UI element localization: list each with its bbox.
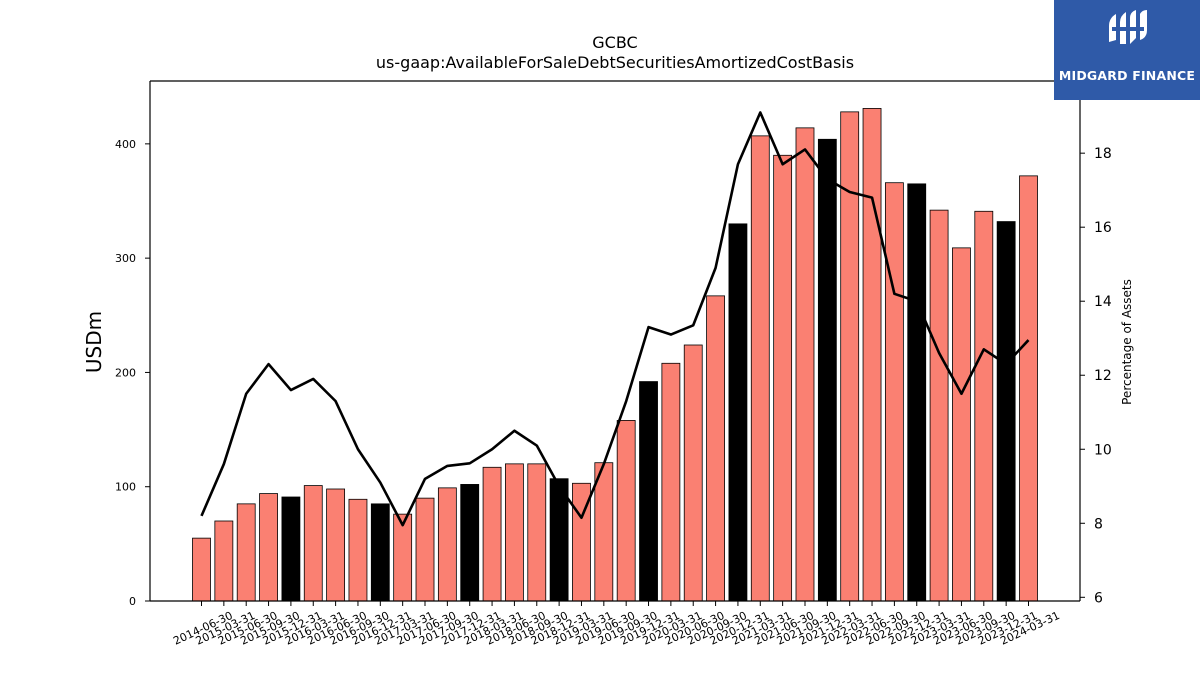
bar-2017-06-30 xyxy=(415,497,435,602)
bar-2021-12-31 xyxy=(817,138,837,602)
bar-2017-09-30 xyxy=(437,487,457,602)
bar-2024-03-31 xyxy=(1019,175,1038,602)
bar-2019-12-31 xyxy=(639,381,658,602)
bar-2021-09-30 xyxy=(795,127,815,602)
percentage-line xyxy=(200,111,1030,527)
bar-2023-03-31 xyxy=(929,209,949,602)
bar-2021-03-31 xyxy=(750,135,770,602)
bar-2015-03-31 xyxy=(214,520,234,602)
bar-2014-06-30 xyxy=(192,537,211,602)
bar-2015-12-31 xyxy=(281,496,301,602)
bar-2020-06-30 xyxy=(683,344,703,602)
bar-2016-12-31 xyxy=(370,503,390,602)
y2-tick-label: 16 xyxy=(1094,220,1112,236)
bar-2022-06-30 xyxy=(862,108,882,602)
y-tick-label: 400 xyxy=(115,138,136,151)
bar-2023-09-30 xyxy=(974,210,994,602)
y-tick-label: 200 xyxy=(115,366,136,379)
y-tick-label: 0 xyxy=(129,595,136,608)
logo-text: MIDGARD FINANCE xyxy=(1058,68,1196,83)
bar-2021-06-30 xyxy=(773,154,793,602)
bar-2020-03-31 xyxy=(661,362,681,602)
bar-2017-03-31 xyxy=(393,513,413,602)
bar-2018-06-30 xyxy=(505,463,524,602)
y-axis-label: USDm xyxy=(82,311,106,373)
bar-2023-06-30 xyxy=(952,247,971,602)
y2-tick-label: 10 xyxy=(1094,442,1112,458)
y-tick-label: 100 xyxy=(115,481,136,494)
bar-2016-06-30 xyxy=(326,488,346,602)
bar-2022-03-31 xyxy=(840,111,860,602)
bar-2020-09-30 xyxy=(706,295,725,602)
bar-2015-06-30 xyxy=(236,503,256,602)
y2-tick-label: 14 xyxy=(1094,294,1112,310)
y2-axis-label: Percentage of Assets xyxy=(1120,279,1134,405)
y2-tick-label: 18 xyxy=(1094,146,1112,162)
bar-2023-12-31 xyxy=(996,221,1016,602)
bar-2016-09-30 xyxy=(348,498,368,602)
bar-2018-09-30 xyxy=(527,463,547,602)
bar-2022-09-30 xyxy=(884,182,904,602)
bar-2017-12-31 xyxy=(460,484,480,602)
bar-2015-09-30 xyxy=(259,493,278,602)
y-tick-label: 300 xyxy=(115,252,136,265)
chart-title: GCBC xyxy=(592,33,637,52)
logo: MIDGARD FINANCE xyxy=(1054,0,1200,100)
midgard-logo-icon xyxy=(1109,10,1147,44)
bar-2018-03-31 xyxy=(482,466,502,602)
bar-2016-03-31 xyxy=(303,485,323,602)
bar-2022-12-31 xyxy=(907,183,927,602)
bar-2020-12-31 xyxy=(728,223,748,602)
bar-2019-09-30 xyxy=(616,420,636,602)
chart-subtitle: us-gaap:AvailableForSaleDebtSecuritiesAm… xyxy=(376,53,854,72)
y2-tick-label: 6 xyxy=(1094,590,1103,606)
y2-tick-label: 8 xyxy=(1094,516,1103,532)
bar-2019-06-30 xyxy=(594,462,614,602)
y2-tick-label: 12 xyxy=(1094,368,1112,384)
